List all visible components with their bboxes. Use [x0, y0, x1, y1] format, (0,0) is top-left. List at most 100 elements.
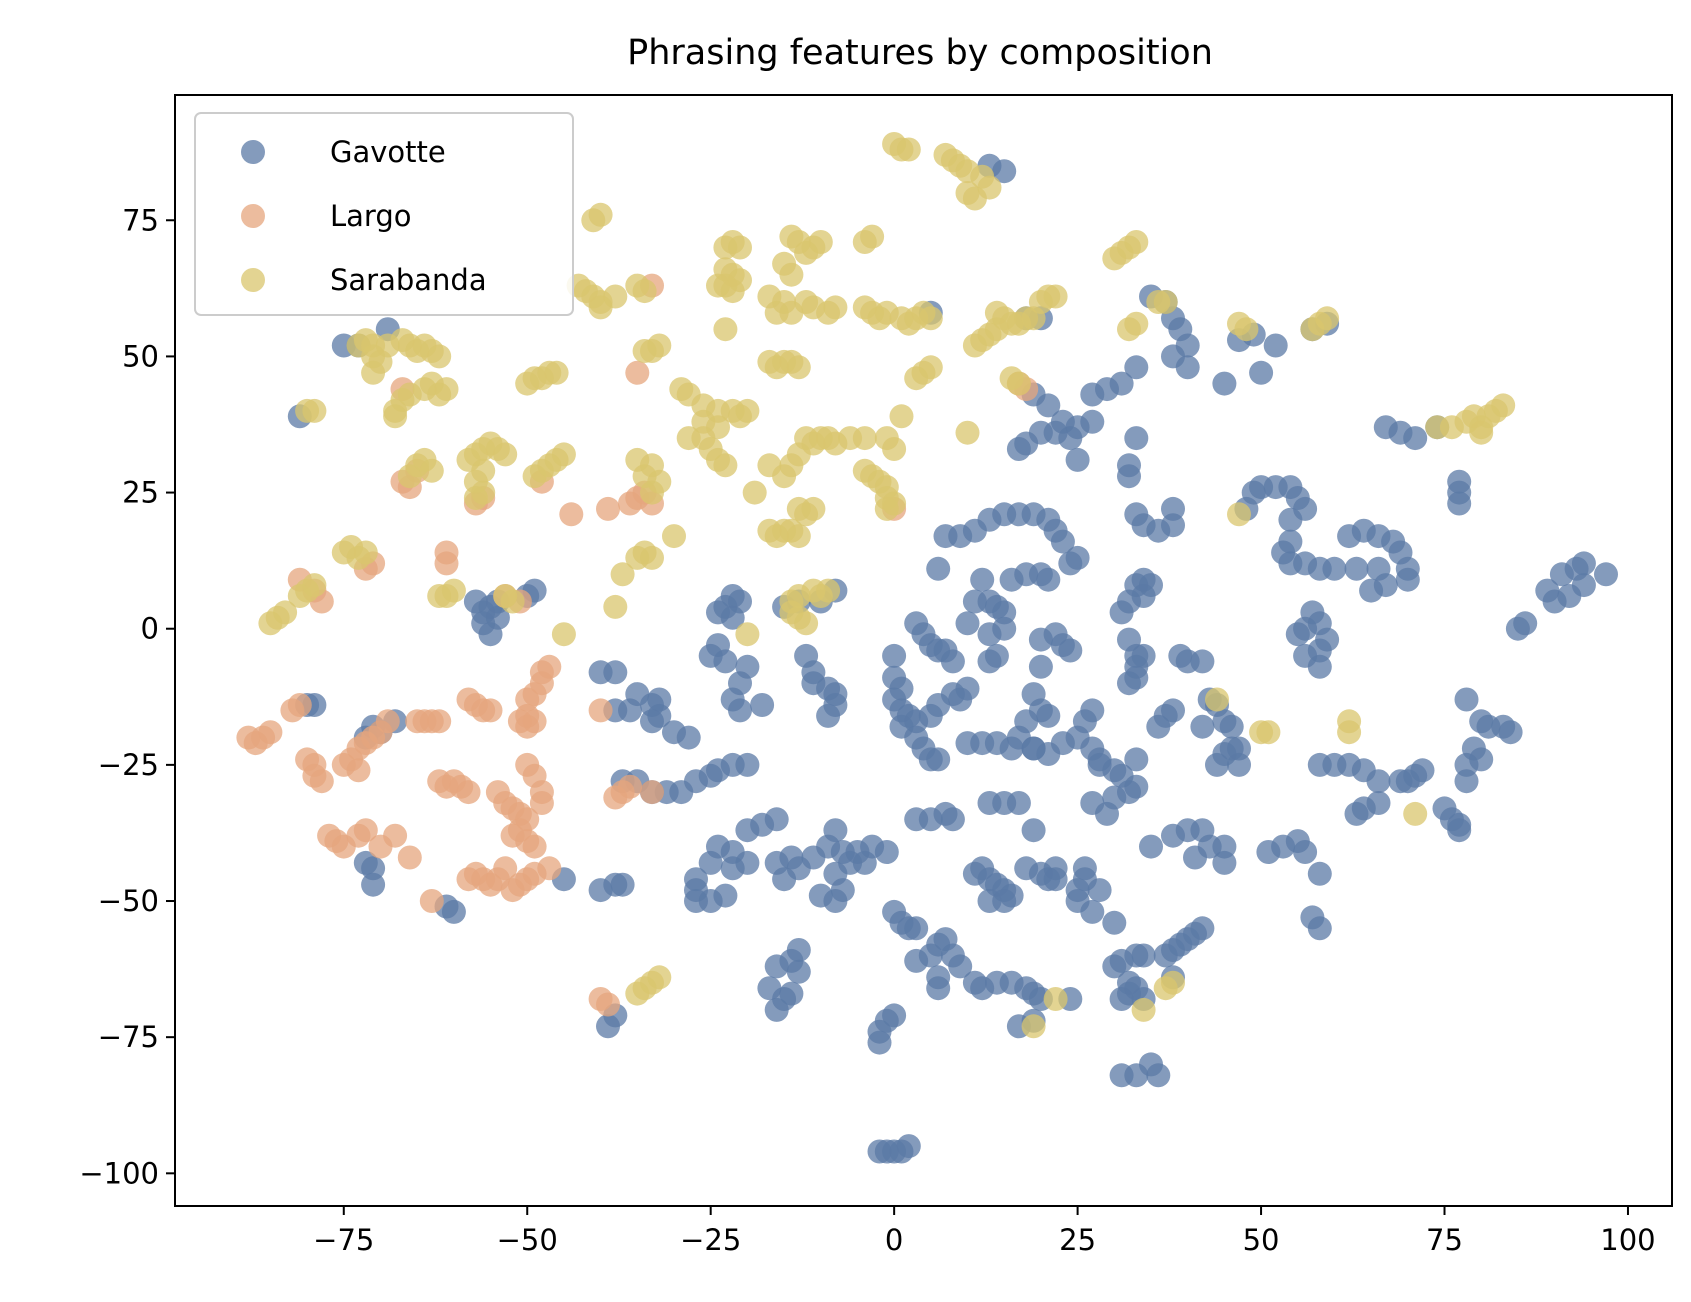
- point-gavotte: [1065, 878, 1090, 903]
- x-tick-label: 50: [1243, 1223, 1280, 1257]
- point-gavotte: [361, 872, 386, 897]
- point-gavotte: [1594, 562, 1618, 587]
- point-gavotte: [1190, 916, 1215, 941]
- x-tick-label: 75: [1426, 1223, 1463, 1257]
- point-gavotte: [1175, 355, 1200, 380]
- point-sarabanda: [471, 458, 496, 483]
- point-sarabanda: [493, 584, 518, 608]
- point-gavotte: [948, 954, 973, 979]
- legend-item-gavotte: Gavotte: [241, 135, 446, 169]
- point-gavotte: [1263, 333, 1288, 358]
- legend-label: Gavotte: [330, 135, 446, 169]
- point-sarabanda: [588, 202, 613, 227]
- point-sarabanda: [603, 594, 628, 619]
- point-largo: [258, 720, 283, 745]
- y-tick-label: −75: [98, 1020, 159, 1054]
- point-gavotte: [610, 872, 635, 897]
- point-largo: [640, 780, 664, 805]
- point-sarabanda: [434, 377, 459, 402]
- point-largo: [588, 698, 613, 723]
- point-sarabanda: [786, 355, 811, 380]
- point-gavotte: [882, 643, 907, 668]
- point-largo: [522, 834, 547, 859]
- point-gavotte: [720, 605, 745, 630]
- point-sarabanda: [1315, 306, 1340, 331]
- point-gavotte: [926, 747, 951, 772]
- point-sarabanda: [955, 420, 980, 445]
- point-sarabanda: [779, 224, 804, 249]
- point-gavotte: [1102, 910, 1127, 935]
- point-gavotte: [816, 703, 841, 728]
- point-sarabanda: [397, 333, 422, 358]
- point-sarabanda: [1153, 290, 1178, 314]
- point-gavotte: [1447, 818, 1472, 843]
- point-largo: [287, 693, 312, 717]
- point-gavotte: [361, 856, 386, 881]
- point-gavotte: [1344, 556, 1369, 581]
- point-gavotte: [999, 883, 1024, 908]
- series-sarabanda: [258, 132, 1516, 1039]
- point-gavotte: [940, 649, 965, 674]
- point-sarabanda: [588, 295, 613, 320]
- point-largo: [522, 709, 547, 734]
- point-largo: [353, 818, 378, 843]
- point-sarabanda: [860, 224, 885, 249]
- point-gavotte: [1117, 970, 1141, 995]
- point-gavotte: [772, 867, 797, 892]
- point-sarabanda: [551, 622, 576, 647]
- point-gavotte: [1278, 507, 1303, 532]
- point-gavotte: [999, 567, 1024, 592]
- point-gavotte: [1447, 491, 1472, 516]
- point-gavotte: [1454, 687, 1479, 712]
- point-sarabanda: [1205, 687, 1229, 712]
- point-sarabanda: [625, 981, 650, 1006]
- y-tick-label: 50: [122, 339, 159, 373]
- point-gavotte: [1571, 551, 1596, 576]
- point-gavotte: [1513, 611, 1538, 636]
- point-sarabanda: [1124, 230, 1149, 254]
- point-gavotte: [1080, 409, 1105, 434]
- x-tick-label: −50: [497, 1223, 558, 1257]
- legend-marker: [241, 268, 265, 292]
- point-sarabanda: [735, 398, 760, 423]
- point-gavotte: [1366, 769, 1391, 794]
- point-gavotte: [1190, 649, 1215, 674]
- point-gavotte: [1571, 573, 1596, 598]
- point-gavotte: [720, 856, 745, 881]
- point-gavotte: [1109, 763, 1134, 788]
- point-gavotte: [999, 736, 1024, 761]
- point-gavotte: [618, 698, 642, 723]
- point-largo: [493, 856, 518, 881]
- point-gavotte: [874, 840, 899, 864]
- point-sarabanda: [823, 295, 848, 320]
- point-largo: [537, 654, 562, 679]
- point-sarabanda: [273, 600, 298, 625]
- point-gavotte: [1454, 769, 1479, 794]
- point-sarabanda: [816, 578, 841, 603]
- point-sarabanda: [735, 622, 760, 647]
- point-gavotte: [955, 676, 980, 701]
- point-sarabanda: [1491, 393, 1516, 418]
- point-largo: [375, 709, 400, 734]
- point-largo: [596, 496, 620, 521]
- point-sarabanda: [1403, 801, 1428, 826]
- point-sarabanda: [1469, 420, 1494, 445]
- x-tick-label: −75: [313, 1223, 374, 1257]
- point-sarabanda: [419, 458, 444, 483]
- point-sarabanda: [353, 540, 378, 565]
- point-gavotte: [735, 752, 760, 777]
- y-tick-label: 75: [122, 203, 159, 237]
- x-tick-label: −25: [680, 1223, 741, 1257]
- legend-label: Largo: [330, 199, 412, 233]
- point-sarabanda: [427, 344, 452, 369]
- point-gavotte: [1219, 714, 1244, 739]
- point-gavotte: [728, 698, 752, 723]
- point-largo: [419, 889, 444, 913]
- point-gavotte: [896, 1134, 921, 1159]
- point-largo: [456, 780, 481, 805]
- point-gavotte: [977, 622, 1002, 647]
- point-gavotte: [1131, 643, 1156, 668]
- point-sarabanda: [918, 306, 943, 331]
- point-sarabanda: [1337, 720, 1362, 745]
- legend-item-largo: Largo: [241, 199, 412, 233]
